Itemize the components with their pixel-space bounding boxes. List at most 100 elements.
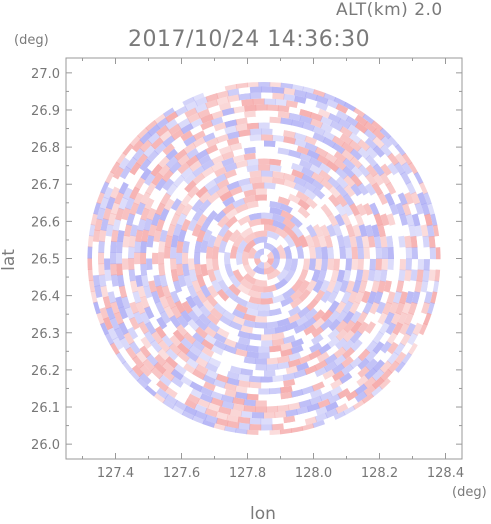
radar-cell — [327, 290, 339, 305]
radar-cell — [347, 290, 358, 304]
radar-cell — [312, 187, 326, 200]
radar-cell — [414, 224, 423, 238]
y-tick-label: 26.3 — [31, 327, 60, 342]
radar-cell — [283, 87, 296, 96]
radar-cell — [264, 98, 277, 105]
radar-cell — [102, 296, 112, 310]
radar-cell — [339, 258, 346, 271]
radar-cell — [296, 102, 310, 111]
radar-cell — [410, 269, 418, 282]
radar-cell — [334, 290, 346, 304]
radar-cell — [150, 366, 164, 380]
radar-cell — [377, 312, 388, 326]
radar-cell — [320, 115, 334, 127]
radar-cell — [221, 356, 235, 367]
radar-cell — [381, 258, 388, 271]
radar-cell — [222, 195, 236, 208]
radar-cell — [110, 263, 117, 276]
radar-cell — [98, 240, 105, 253]
radar-cell — [232, 269, 245, 283]
radar-cell — [224, 288, 238, 302]
radar-cell — [226, 414, 240, 423]
radar-cell — [180, 193, 193, 207]
radar-cell — [408, 280, 417, 293]
radar-cell — [293, 419, 307, 428]
radar-cell — [301, 379, 315, 389]
radar-cell — [379, 350, 393, 364]
radar-cell — [413, 333, 425, 347]
radar-cell — [266, 236, 281, 249]
radar-cell — [269, 344, 282, 353]
radar-cell — [350, 183, 363, 197]
radar-cell — [213, 209, 227, 223]
radar-cell — [386, 341, 399, 355]
radar-cell — [287, 193, 301, 205]
radar-cell — [313, 289, 326, 303]
radar-cell — [98, 263, 105, 276]
radar-cell — [155, 316, 168, 330]
radar-cell — [362, 301, 374, 315]
radar-cell — [277, 111, 291, 119]
radar-cell — [384, 311, 395, 325]
radar-cell — [197, 108, 211, 119]
radar-cell — [246, 387, 259, 395]
radar-cell — [174, 105, 189, 117]
radar-cell — [303, 371, 318, 382]
x-tick-label: 128.4 — [427, 466, 464, 481]
radar-cell — [140, 207, 150, 221]
radar-cell — [156, 124, 170, 137]
radar-cell — [274, 278, 289, 290]
radar-cell — [129, 186, 140, 200]
radar-cell — [180, 166, 194, 180]
radar-cell — [429, 247, 436, 260]
radar-cell — [122, 186, 134, 200]
radar-cell — [176, 290, 187, 304]
radar-cell — [358, 280, 368, 294]
radar-cell — [246, 158, 259, 166]
radar-cell — [379, 269, 388, 283]
radar-cell — [328, 185, 341, 199]
radar-cell — [218, 406, 232, 415]
radar-cell — [246, 200, 259, 210]
radar-cell — [224, 239, 235, 253]
radar-cell — [91, 201, 101, 215]
radar-cell — [215, 373, 229, 384]
radar-cell — [420, 280, 429, 294]
radar-cell — [377, 192, 389, 206]
radar-cell — [304, 364, 318, 376]
radar-cell — [277, 404, 290, 412]
radar-cell — [274, 325, 288, 334]
radar-cell — [339, 224, 349, 238]
radar-cell — [274, 368, 288, 376]
radar-cell — [202, 299, 215, 313]
radar-cell — [205, 258, 214, 271]
radar-cell — [316, 351, 330, 363]
radar-cell — [189, 160, 203, 172]
radar-cell — [289, 258, 298, 272]
radar-cell — [189, 388, 203, 399]
radar-cell — [114, 327, 125, 341]
radar-cell — [352, 399, 366, 412]
radar-cell — [289, 289, 303, 302]
radar-cell — [221, 150, 235, 161]
radar-cell — [397, 311, 408, 326]
radar-cell — [253, 236, 268, 245]
radar-cell — [406, 332, 418, 346]
radar-cell — [203, 125, 217, 136]
radar-cell — [394, 361, 407, 375]
radar-cell — [345, 115, 359, 128]
radar-cell — [269, 122, 282, 130]
radar-cell — [379, 172, 392, 186]
radar-cell — [386, 235, 394, 249]
radar-cell — [159, 208, 170, 222]
radar-cell — [257, 206, 271, 213]
radar-cell — [329, 378, 343, 390]
x-tick-label: 127.4 — [97, 466, 134, 481]
radar-cell — [170, 376, 184, 388]
radar-cell — [112, 285, 121, 298]
radar-cell — [319, 318, 333, 332]
radar-cell — [271, 338, 285, 347]
radar-cell — [203, 333, 217, 346]
radar-cell — [365, 340, 378, 354]
